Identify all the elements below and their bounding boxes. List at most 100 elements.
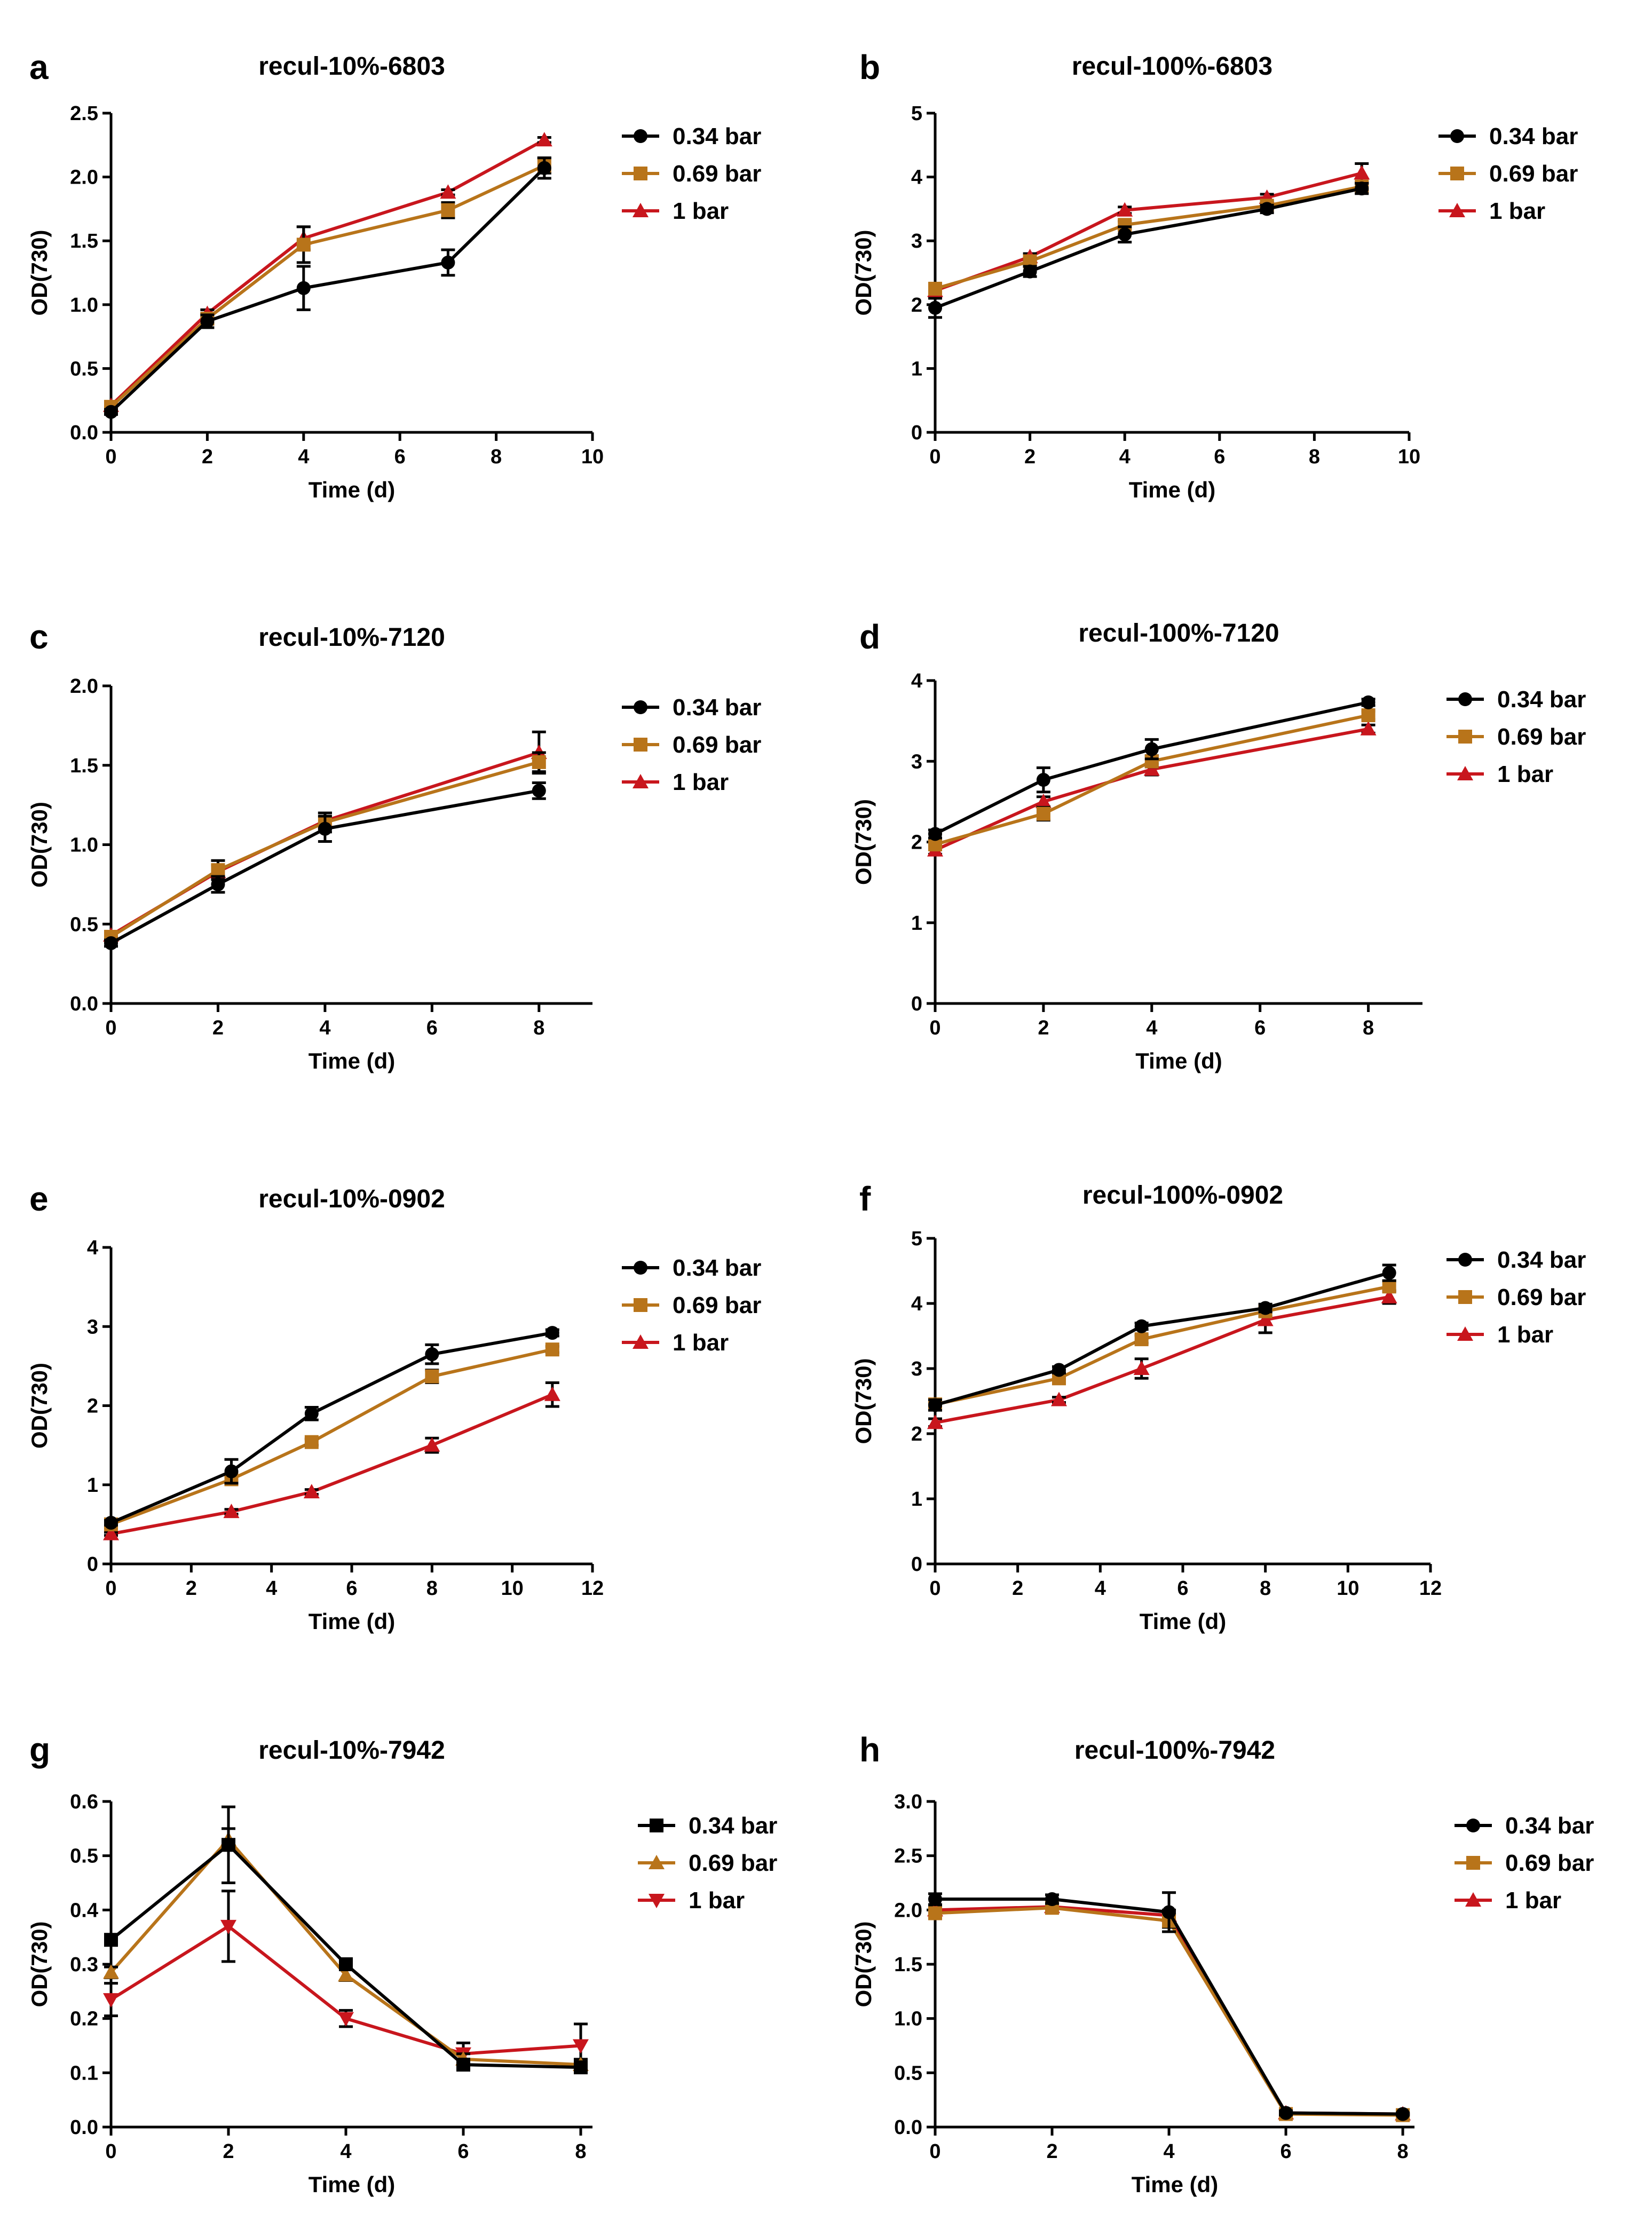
- panel-title: recul-100%-0902: [1082, 1181, 1283, 1210]
- x-tick-label: 8: [575, 2140, 586, 2163]
- data-point: [338, 2012, 354, 2027]
- y-tick-label: 2.5: [70, 102, 98, 125]
- x-tick-label: 2: [212, 1017, 224, 1039]
- x-tick-label: 12: [1419, 1577, 1442, 1600]
- data-point: [1118, 227, 1132, 242]
- x-axis-label: Time (d): [309, 477, 396, 502]
- y-tick-label: 1: [911, 1488, 922, 1511]
- legend-marker: [634, 167, 647, 180]
- y-tick-label: 0: [911, 422, 922, 444]
- legend-marker: [634, 1261, 647, 1275]
- x-tick-label: 0: [105, 1577, 116, 1600]
- data-point: [318, 821, 332, 836]
- series-0-69-bar: [104, 1342, 559, 1531]
- x-axis-label: Time (d): [1135, 1048, 1222, 1073]
- y-tick-label: 1: [911, 358, 922, 380]
- legend-label: 0.69 bar: [1497, 724, 1586, 750]
- data-point: [103, 1525, 119, 1540]
- x-tick-label: 6: [1214, 446, 1225, 468]
- data-point: [104, 405, 118, 419]
- data-point: [1133, 1361, 1150, 1375]
- y-tick-label: 1.5: [70, 230, 98, 252]
- data-point: [537, 161, 551, 175]
- legend-label: 1 bar: [673, 1330, 729, 1356]
- x-tick-label: 10: [1398, 446, 1420, 468]
- x-tick-label: 8: [491, 446, 502, 468]
- y-tick-label: 4: [87, 1237, 98, 1259]
- y-tick-label: 0: [911, 1553, 922, 1576]
- series-0-34-bar: [104, 156, 551, 419]
- x-tick-label: 0: [929, 1577, 940, 1600]
- data-point: [1134, 1319, 1149, 1333]
- legend-marker: [1466, 1819, 1480, 1832]
- series-1-bar: [103, 1890, 589, 2069]
- x-tick-label: 0: [929, 446, 940, 468]
- y-tick-label: 2: [911, 832, 922, 854]
- series-0-69-bar: [928, 708, 1376, 852]
- panel-b: b recul-100%-6803 0 1 2 3 4 5 0 2 4 6 8 10 Time (d) OD(…: [851, 48, 1578, 502]
- series-line: [109, 1837, 581, 2067]
- x-axis-label: Time (d): [309, 1048, 396, 1073]
- y-axis-label: OD(730): [27, 230, 52, 315]
- y-tick-label: 0: [911, 993, 922, 1015]
- y-axis-label: OD(730): [851, 799, 876, 885]
- y-tick-label: 0.5: [894, 2062, 922, 2084]
- y-tick-label: 0.2: [70, 2008, 98, 2030]
- y-tick-label: 3: [911, 1358, 922, 1380]
- x-tick-label: 8: [1397, 2140, 1409, 2163]
- legend-marker: [1449, 203, 1465, 217]
- y-tick-label: 2: [911, 294, 922, 317]
- legend-label: 0.69 bar: [1505, 1850, 1594, 1876]
- y-tick-label: 0.1: [70, 2062, 98, 2084]
- data-point: [103, 1993, 119, 2008]
- series-line: [935, 1271, 1390, 1407]
- legend-marker: [633, 203, 649, 217]
- panel-title: recul-10%-7942: [258, 1736, 445, 1765]
- panel-letter: h: [859, 1730, 880, 1769]
- data-point: [296, 281, 311, 295]
- legend-label: 0.34 bar: [673, 123, 761, 149]
- x-tick-label: 8: [1309, 446, 1320, 468]
- y-axis-label: OD(730): [27, 1921, 52, 2007]
- series-line: [935, 714, 1369, 846]
- x-axis-label: Time (d): [1132, 2172, 1219, 2197]
- legend-label: 1 bar: [1497, 761, 1553, 787]
- y-tick-label: 2.0: [894, 1899, 922, 1922]
- legend: 0.34 bar 0.69 bar 1 bar: [1447, 686, 1586, 787]
- series-line: [934, 187, 1362, 310]
- data-point: [928, 827, 942, 841]
- data-point: [440, 184, 456, 199]
- x-axis-label: Time (d): [309, 1609, 396, 1634]
- x-tick-label: 6: [1177, 1577, 1188, 1600]
- data-point: [1361, 708, 1376, 723]
- panel-c: c recul-10%-7120 0.0 0.5 1.0 1.5 2.0 0 2 4 6 8 Time …: [27, 618, 761, 1073]
- y-tick-label: 2.0: [70, 675, 98, 698]
- panel-letter: e: [29, 1180, 49, 1218]
- panel-title: recul-100%-7942: [1074, 1736, 1275, 1765]
- series-line: [934, 171, 1362, 293]
- x-tick-label: 6: [394, 446, 406, 468]
- y-axis-label: OD(730): [27, 1363, 52, 1449]
- y-axis-label: OD(730): [851, 1358, 876, 1444]
- legend-label: 0.34 bar: [1497, 686, 1586, 713]
- x-tick-label: 10: [1337, 1577, 1359, 1600]
- series-line: [109, 167, 546, 413]
- series-line: [110, 1331, 553, 1524]
- data-point: [303, 1484, 320, 1499]
- series-line: [935, 1906, 1403, 2117]
- data-point: [1162, 1905, 1176, 1919]
- series-line: [109, 164, 546, 408]
- x-tick-label: 4: [1119, 446, 1131, 468]
- y-tick-label: 0.4: [70, 1899, 98, 1922]
- series-line: [110, 1393, 553, 1536]
- y-axis-label: OD(730): [851, 1921, 876, 2007]
- data-point: [441, 203, 455, 217]
- legend-marker: [1458, 1290, 1472, 1304]
- y-tick-label: 0.0: [894, 2116, 922, 2139]
- y-tick-label: 0.6: [70, 1791, 98, 1813]
- series-line: [110, 789, 540, 945]
- x-tick-label: 6: [346, 1577, 357, 1600]
- legend-label: 1 bar: [1505, 1887, 1561, 1914]
- y-tick-label: 0.5: [70, 913, 98, 936]
- panel-h: h recul-100%-7942 0.0 0.5 1.0 1.5 2.0 2.5 3.0 0 2 4…: [851, 1730, 1594, 2197]
